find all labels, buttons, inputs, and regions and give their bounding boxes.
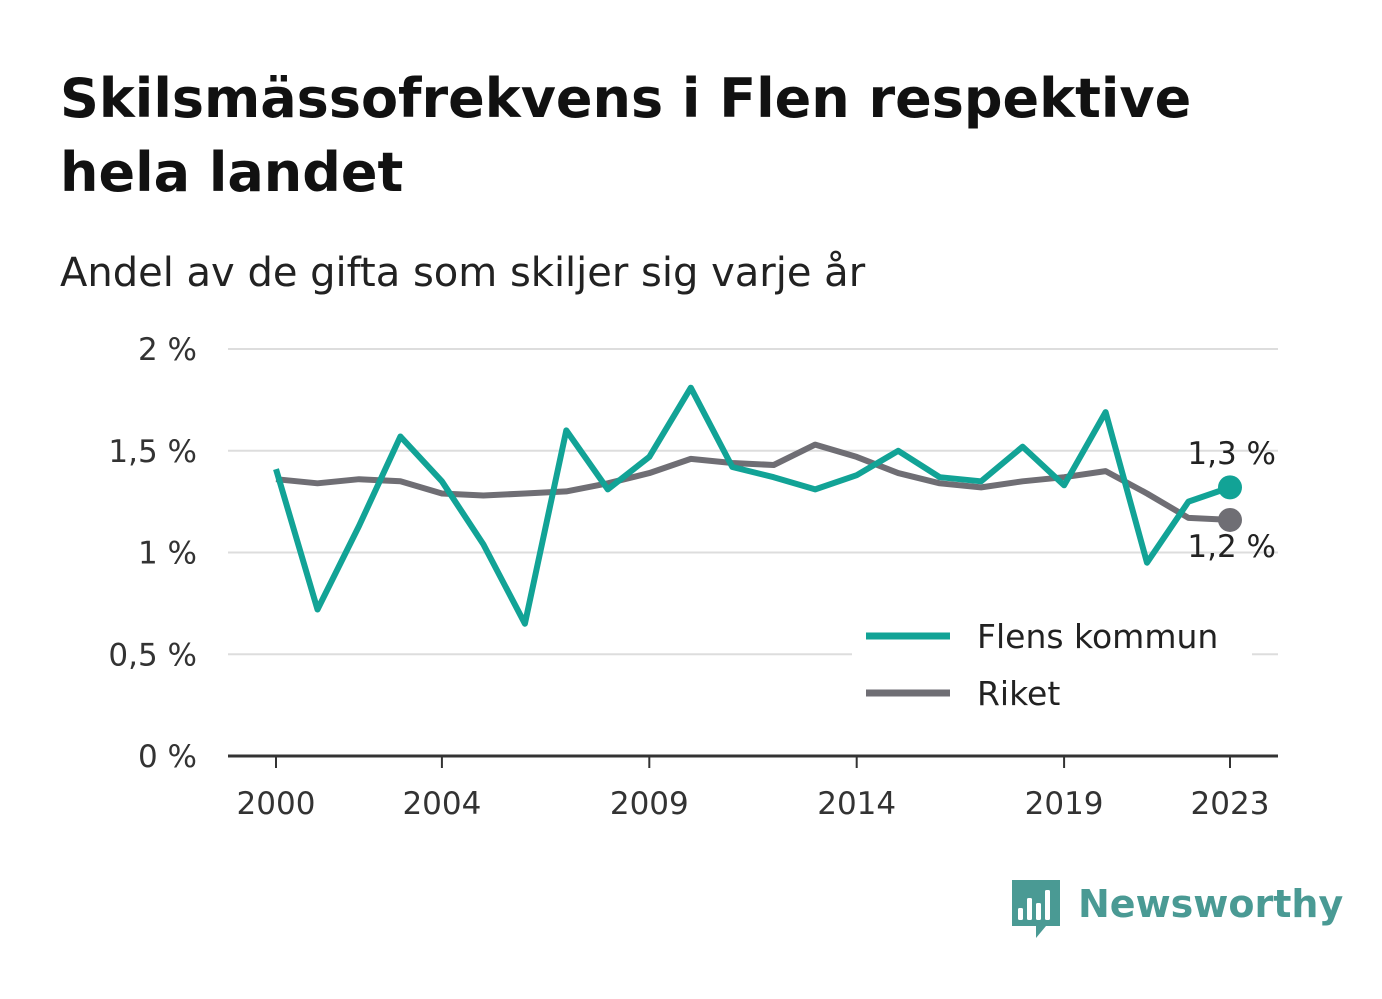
chart-title: Skilsmässofrekvens i Flen respektive hel… — [60, 67, 1192, 204]
end-label-flens-kommun: 1,3 % — [1187, 436, 1276, 472]
y-tick-label: 0,5 % — [108, 637, 197, 673]
end-marker-riket — [1218, 507, 1242, 532]
series-line-flens-kommun — [273, 384, 1231, 627]
legend-label-flens-kommun: Flens kommun — [977, 617, 1218, 656]
series-lines — [273, 384, 1231, 627]
y-tick-label: 0 % — [138, 739, 197, 775]
bar-chart-speech-icon — [1012, 880, 1060, 938]
y-tick-label: 1 % — [138, 536, 197, 572]
x-tick-label: 2014 — [817, 786, 896, 822]
end-label-riket: 1,2 % — [1187, 529, 1276, 565]
legend: Flens kommun Riket — [852, 608, 1252, 724]
x-tick-label: 2004 — [402, 786, 481, 822]
x-axis: 2000 2004 2009 2014 2019 2023 — [228, 754, 1278, 822]
x-tick-label: 2000 — [237, 786, 316, 822]
end-value-labels: 1,3 % 1,2 % — [1187, 436, 1276, 565]
x-tick-label: 2019 — [1025, 786, 1104, 822]
y-axis-tick-labels: 0 % 0,5 % 1 % 1,5 % 2 % — [108, 332, 197, 775]
x-tick-label: 2009 — [610, 786, 689, 822]
chart-subtitle: Andel av de gifta som skiljer sig varje … — [60, 250, 866, 296]
brand-logo: Newsworthy — [1012, 880, 1343, 938]
end-marker-flens-kommun — [1218, 475, 1242, 500]
brand-name: Newsworthy — [1078, 882, 1343, 926]
y-tick-label: 2 % — [138, 332, 197, 368]
y-tick-label: 1,5 % — [108, 434, 197, 470]
legend-label-riket: Riket — [977, 674, 1060, 713]
x-tick-label: 2023 — [1191, 786, 1270, 822]
legend-background — [852, 608, 1252, 724]
